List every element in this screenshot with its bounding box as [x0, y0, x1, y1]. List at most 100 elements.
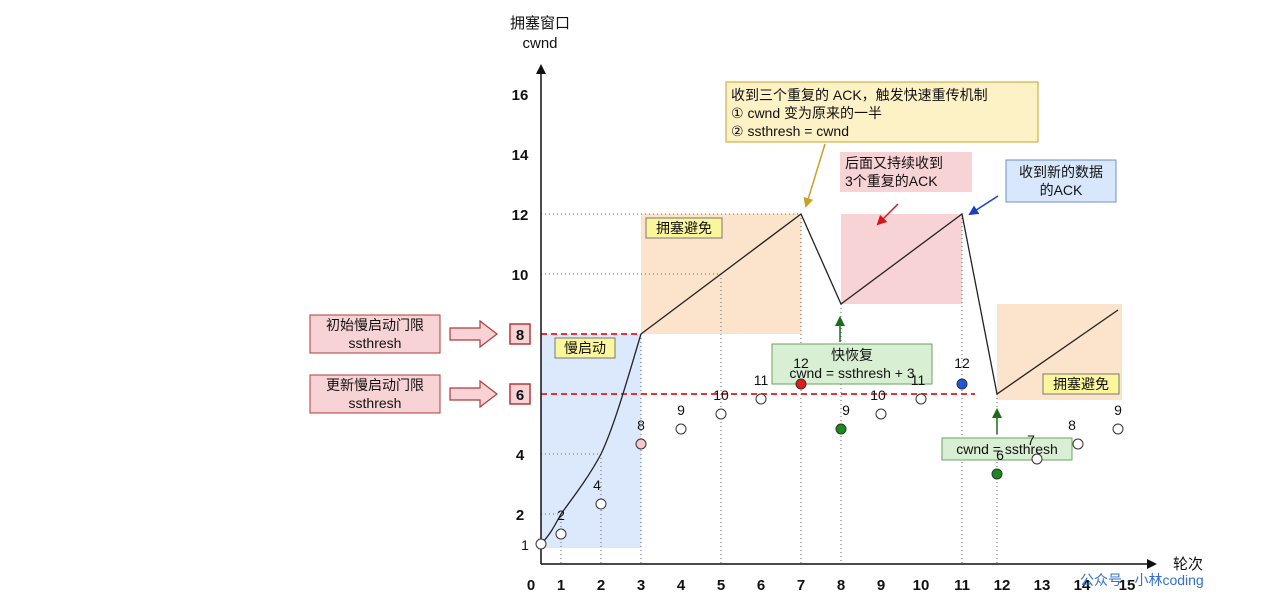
- x-tick-1: 1: [557, 577, 565, 594]
- svg-text:ssthresh: ssthresh: [349, 395, 402, 411]
- svg-text:后面又持续收到: 后面又持续收到: [845, 155, 943, 171]
- point-label-round-3: 8: [637, 417, 645, 433]
- svg-text:① cwnd 变为原来的一半: ① cwnd 变为原来的一半: [731, 105, 882, 121]
- point-round-4: [675, 423, 687, 435]
- fast-recovery-callout: 快恢复 cwnd = ssthresh + 3: [771, 343, 933, 385]
- block-arrow-updated: [449, 379, 498, 409]
- svg-text:② ssthresh = cwnd: ② ssthresh = cwnd: [731, 123, 849, 139]
- slow-start-tag: 慢启动: [554, 337, 616, 359]
- point-label-round-6: 11: [754, 372, 769, 388]
- cwnd-curve: [540, 212, 1119, 545]
- point-label-round-7: 12: [793, 355, 809, 371]
- block-arrow-initial: [449, 319, 498, 349]
- point-round-2: [595, 498, 607, 510]
- point-round-9: [875, 408, 887, 420]
- triple-ack-arrow: [803, 143, 826, 208]
- point-label-round-4: 9: [677, 402, 685, 418]
- point-label-round-9: 10: [870, 387, 886, 403]
- point-round-0: [535, 538, 547, 550]
- y-axis-title-line1: 拥塞窗口: [510, 14, 570, 32]
- again-triple-ack-callout: 后面又持续收到 3个重复的ACK: [840, 152, 972, 192]
- x-tick-5: 5: [717, 577, 725, 594]
- set-cwnd-callout: cwnd = ssthresh: [941, 437, 1073, 461]
- point-label-round-2: 4: [593, 477, 601, 493]
- svg-text:慢启动: 慢启动: [564, 340, 606, 356]
- x-tick-0: 0: [527, 577, 535, 594]
- x-tick-7: 7: [797, 577, 805, 594]
- y-tick-10: 10: [512, 267, 529, 284]
- x-tick-12: 12: [994, 577, 1011, 594]
- point-round-14: [1072, 438, 1084, 450]
- x-tick-3: 3: [637, 577, 645, 594]
- point-round-5: [715, 408, 727, 420]
- point-round-8: [835, 423, 847, 435]
- svg-text:收到三个重复的 ACK，触发快速重传机制: 收到三个重复的 ACK，触发快速重传机制: [731, 87, 988, 103]
- point-label-round-13: 7: [1027, 432, 1035, 448]
- point-label-round-0: 1: [521, 537, 529, 553]
- svg-text:快恢复: 快恢复: [831, 347, 873, 363]
- x-tick-6: 6: [757, 577, 765, 594]
- y-axis-title-line2: cwnd: [522, 35, 557, 52]
- slow-start-region: [541, 334, 641, 548]
- point-round-3: [635, 438, 647, 450]
- point-round-6: [755, 393, 767, 405]
- x-tick-13: 13: [1034, 577, 1051, 594]
- x-ticks: 0 1 2 3 4 5 6 7 8 9 10 11 12 13 14 15: [527, 577, 1136, 594]
- svg-text:拥塞避免: 拥塞避免: [1053, 376, 1109, 392]
- svg-text:8: 8: [516, 327, 524, 344]
- point-label-round-8: 9: [842, 402, 850, 418]
- x-tick-14: 14: [1074, 577, 1091, 594]
- y-tick-4: 4: [516, 447, 525, 464]
- point-label-round-10: 11: [911, 372, 926, 388]
- svg-text:收到新的数据: 收到新的数据: [1019, 164, 1103, 180]
- svg-text:3个重复的ACK: 3个重复的ACK: [845, 173, 938, 189]
- y-tick-2: 2: [516, 507, 524, 524]
- point-label-round-15: 9: [1114, 402, 1122, 418]
- svg-text:的ACK: 的ACK: [1040, 182, 1083, 198]
- svg-text:6: 6: [516, 387, 524, 404]
- point-round-15: [1112, 423, 1124, 435]
- x-axis-title: 轮次: [1173, 556, 1203, 573]
- y-tick-12: 12: [512, 207, 529, 224]
- point-round-7: [795, 378, 807, 390]
- point-label-round-12: 6: [996, 447, 1004, 463]
- point-round-1: [555, 528, 567, 540]
- triple-ack-callout: 收到三个重复的 ACK，触发快速重传机制 ① cwnd 变为原来的一半 ② ss…: [725, 81, 1039, 143]
- svg-text:ssthresh: ssthresh: [349, 335, 402, 351]
- point-label-round-14: 8: [1068, 417, 1076, 433]
- x-tick-11: 11: [954, 577, 970, 594]
- point-label-round-11: 12: [954, 355, 970, 371]
- again-triple-ack-arrow: [876, 203, 899, 226]
- x-tick-10: 10: [913, 577, 930, 594]
- svg-text:拥塞避免: 拥塞避免: [656, 220, 712, 236]
- point-round-13: [1031, 453, 1043, 465]
- svg-text:cwnd = ssthresh: cwnd = ssthresh: [956, 441, 1058, 457]
- x-tick-9: 9: [877, 577, 885, 594]
- congestion-avoidance-tag-2: 拥塞避免: [1042, 373, 1120, 395]
- initial-ssthresh-label: 初始慢启动门限 ssthresh: [309, 314, 441, 354]
- x-tick-4: 4: [677, 577, 686, 594]
- x-tick-15: 15: [1119, 577, 1136, 594]
- congestion-avoidance-tag-1: 拥塞避免: [645, 217, 723, 239]
- point-label-round-5: 10: [713, 387, 729, 403]
- svg-text:cwnd = ssthresh + 3: cwnd = ssthresh + 3: [789, 365, 915, 381]
- x-tick-8: 8: [837, 577, 845, 594]
- updated-ssthresh-label: 更新慢启动门限 ssthresh: [309, 374, 441, 414]
- y-ticks: 2 4 10 12 14 16: [512, 87, 529, 524]
- point-round-11: [956, 378, 968, 390]
- point-round-10: [915, 393, 927, 405]
- point-round-12: [991, 468, 1003, 480]
- threshold-box-6: 6: [509, 383, 531, 405]
- x-tick-2: 2: [597, 577, 605, 594]
- new-ack-callout: 收到新的数据 的ACK: [1005, 159, 1117, 203]
- threshold-box-8: 8: [509, 323, 531, 345]
- point-label-round-1: 2: [557, 507, 565, 523]
- svg-text:更新慢启动门限: 更新慢启动门限: [326, 377, 424, 393]
- y-tick-14: 14: [512, 147, 529, 164]
- watermark: 公众号 · 小林coding: [1080, 572, 1204, 588]
- new-ack-arrow: [968, 195, 999, 216]
- svg-text:初始慢启动门限: 初始慢启动门限: [326, 317, 424, 333]
- y-tick-16: 16: [512, 87, 529, 104]
